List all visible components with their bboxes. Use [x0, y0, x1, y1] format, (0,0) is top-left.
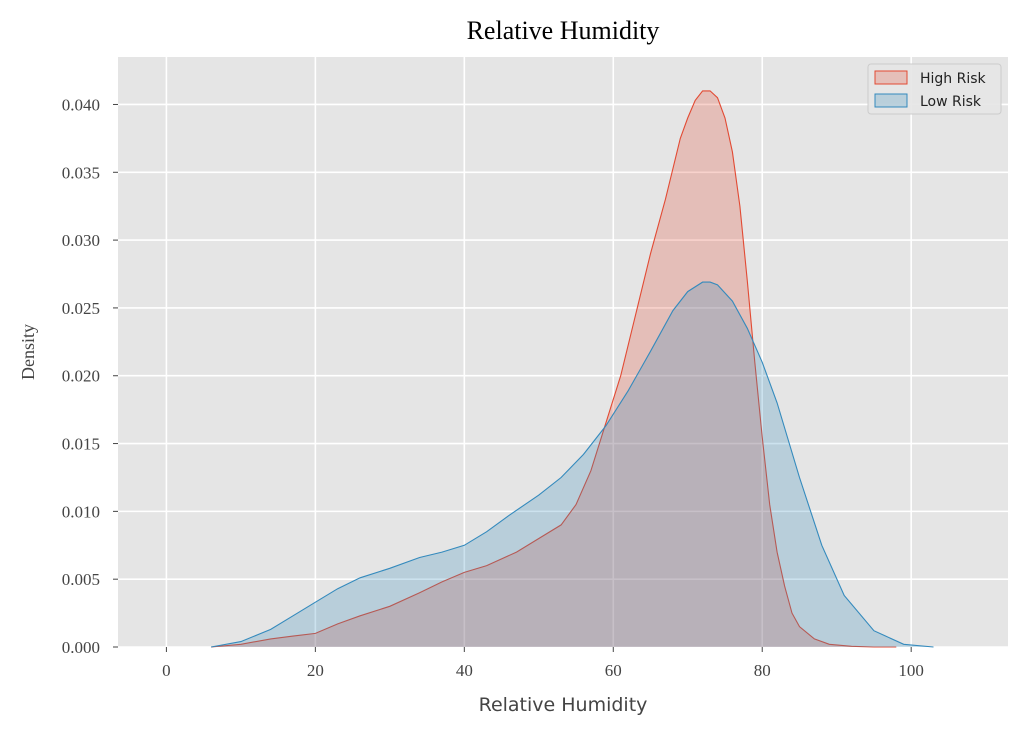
y-tick-label: 0.020 [62, 367, 100, 386]
y-tick-label: 0.005 [62, 570, 100, 589]
x-axis-label: Relative Humidity [479, 694, 648, 716]
y-tick-label: 0.015 [62, 435, 100, 454]
x-tick-label: 80 [754, 661, 771, 680]
legend-label-low-risk: Low Risk [920, 94, 982, 110]
legend-swatch-high-risk [874, 70, 908, 85]
x-tick-label: 60 [605, 661, 622, 680]
legend-swatch-low-risk [874, 93, 908, 108]
y-tick-label: 0.010 [62, 502, 100, 521]
legend-label-high-risk: High Risk [920, 71, 987, 87]
x-axis: 0 20 40 60 80 100 [162, 647, 924, 680]
legend: High Risk Low Risk [867, 63, 1002, 115]
y-axis: 0.000 0.005 0.010 0.015 0.020 0.025 0.030 0.035… [62, 95, 118, 657]
high-risk-area [211, 90, 897, 647]
plot-background [118, 57, 1008, 647]
grid [118, 57, 1008, 648]
x-tick-label: 0 [162, 661, 171, 680]
x-tick-label: 40 [456, 661, 473, 680]
low-risk-area [211, 282, 934, 647]
x-tick-label: 100 [898, 661, 924, 680]
y-axis-label: Density [18, 324, 38, 380]
legend-box [867, 63, 1002, 115]
series-layer [211, 90, 934, 648]
high-risk-line [211, 90, 897, 648]
y-tick-label: 0.040 [62, 95, 100, 114]
y-tick-label: 0.030 [62, 231, 100, 250]
x-tick-label: 20 [307, 661, 324, 680]
y-tick-label: 0.000 [62, 638, 100, 657]
chart-title: Relative Humidity [467, 16, 660, 45]
y-tick-label: 0.025 [62, 299, 100, 318]
low-risk-line [211, 281, 934, 648]
y-tick-label: 0.035 [62, 163, 100, 182]
